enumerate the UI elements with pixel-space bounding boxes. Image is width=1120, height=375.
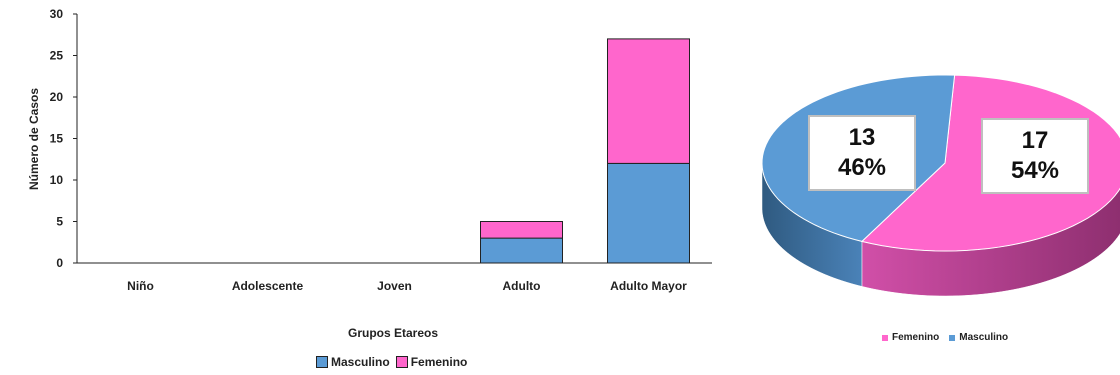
legend-swatch-femenino (395, 356, 408, 368)
pie-legend-label-femenino: Femenino (892, 332, 940, 343)
x-tick-label: Adulto Mayor (610, 279, 687, 293)
x-tick-label: Adulto (503, 279, 541, 293)
pie-legend-item-femenino: Femenino (882, 332, 939, 343)
pie-legend-swatch-masculino (949, 334, 956, 341)
stacked-bar-chart: Número de Casos Grupos Etareos 0 5 10 15 20 2… (27, 7, 712, 340)
bar-femenino-3 (480, 221, 563, 239)
pie-label-femenino-percent: 54% (1010, 157, 1060, 184)
bar-femenino-4 (607, 38, 690, 164)
pie-label-masculino: 13 46% (808, 115, 916, 191)
y-tick-label: 10 (50, 173, 64, 187)
y-tick-label: 5 (56, 215, 63, 229)
pie-label-femenino: 17 54% (981, 118, 1089, 194)
bar-masculino-3 (480, 237, 563, 264)
y-tick-label: 20 (50, 90, 64, 104)
y-tick-label: 30 (50, 7, 64, 21)
legend-swatch-masculino (316, 356, 328, 368)
y-tick-label: 0 (56, 256, 63, 270)
pie-legend: Femenino Masculino (882, 332, 1018, 343)
x-tick-label: Adolescente (232, 279, 304, 293)
bar-legend: Masculino Femenino (316, 355, 467, 369)
x-tick-label: Joven (377, 279, 412, 293)
pie-legend-item-masculino: Masculino (949, 332, 1008, 343)
pie-legend-swatch-femenino (882, 334, 888, 341)
pie-legend-label-masculino: Masculino (959, 332, 1009, 343)
x-axis-title: Grupos Etareos (348, 326, 438, 340)
pie-label-femenino-count: 17 (1021, 127, 1049, 154)
y-tick-label: 15 (50, 132, 64, 146)
x-tick-label: Niño (127, 279, 154, 293)
y-tick-label: 25 (50, 49, 64, 63)
legend-label-femenino: Femenino (410, 355, 468, 369)
pie-label-masculino-percent: 46% (837, 154, 887, 181)
y-axis-title: Número de Casos (27, 88, 41, 190)
pie-label-masculino-count: 13 (848, 124, 876, 151)
legend-label-masculino: Masculino (331, 355, 390, 369)
bar-masculino-4 (607, 162, 690, 264)
